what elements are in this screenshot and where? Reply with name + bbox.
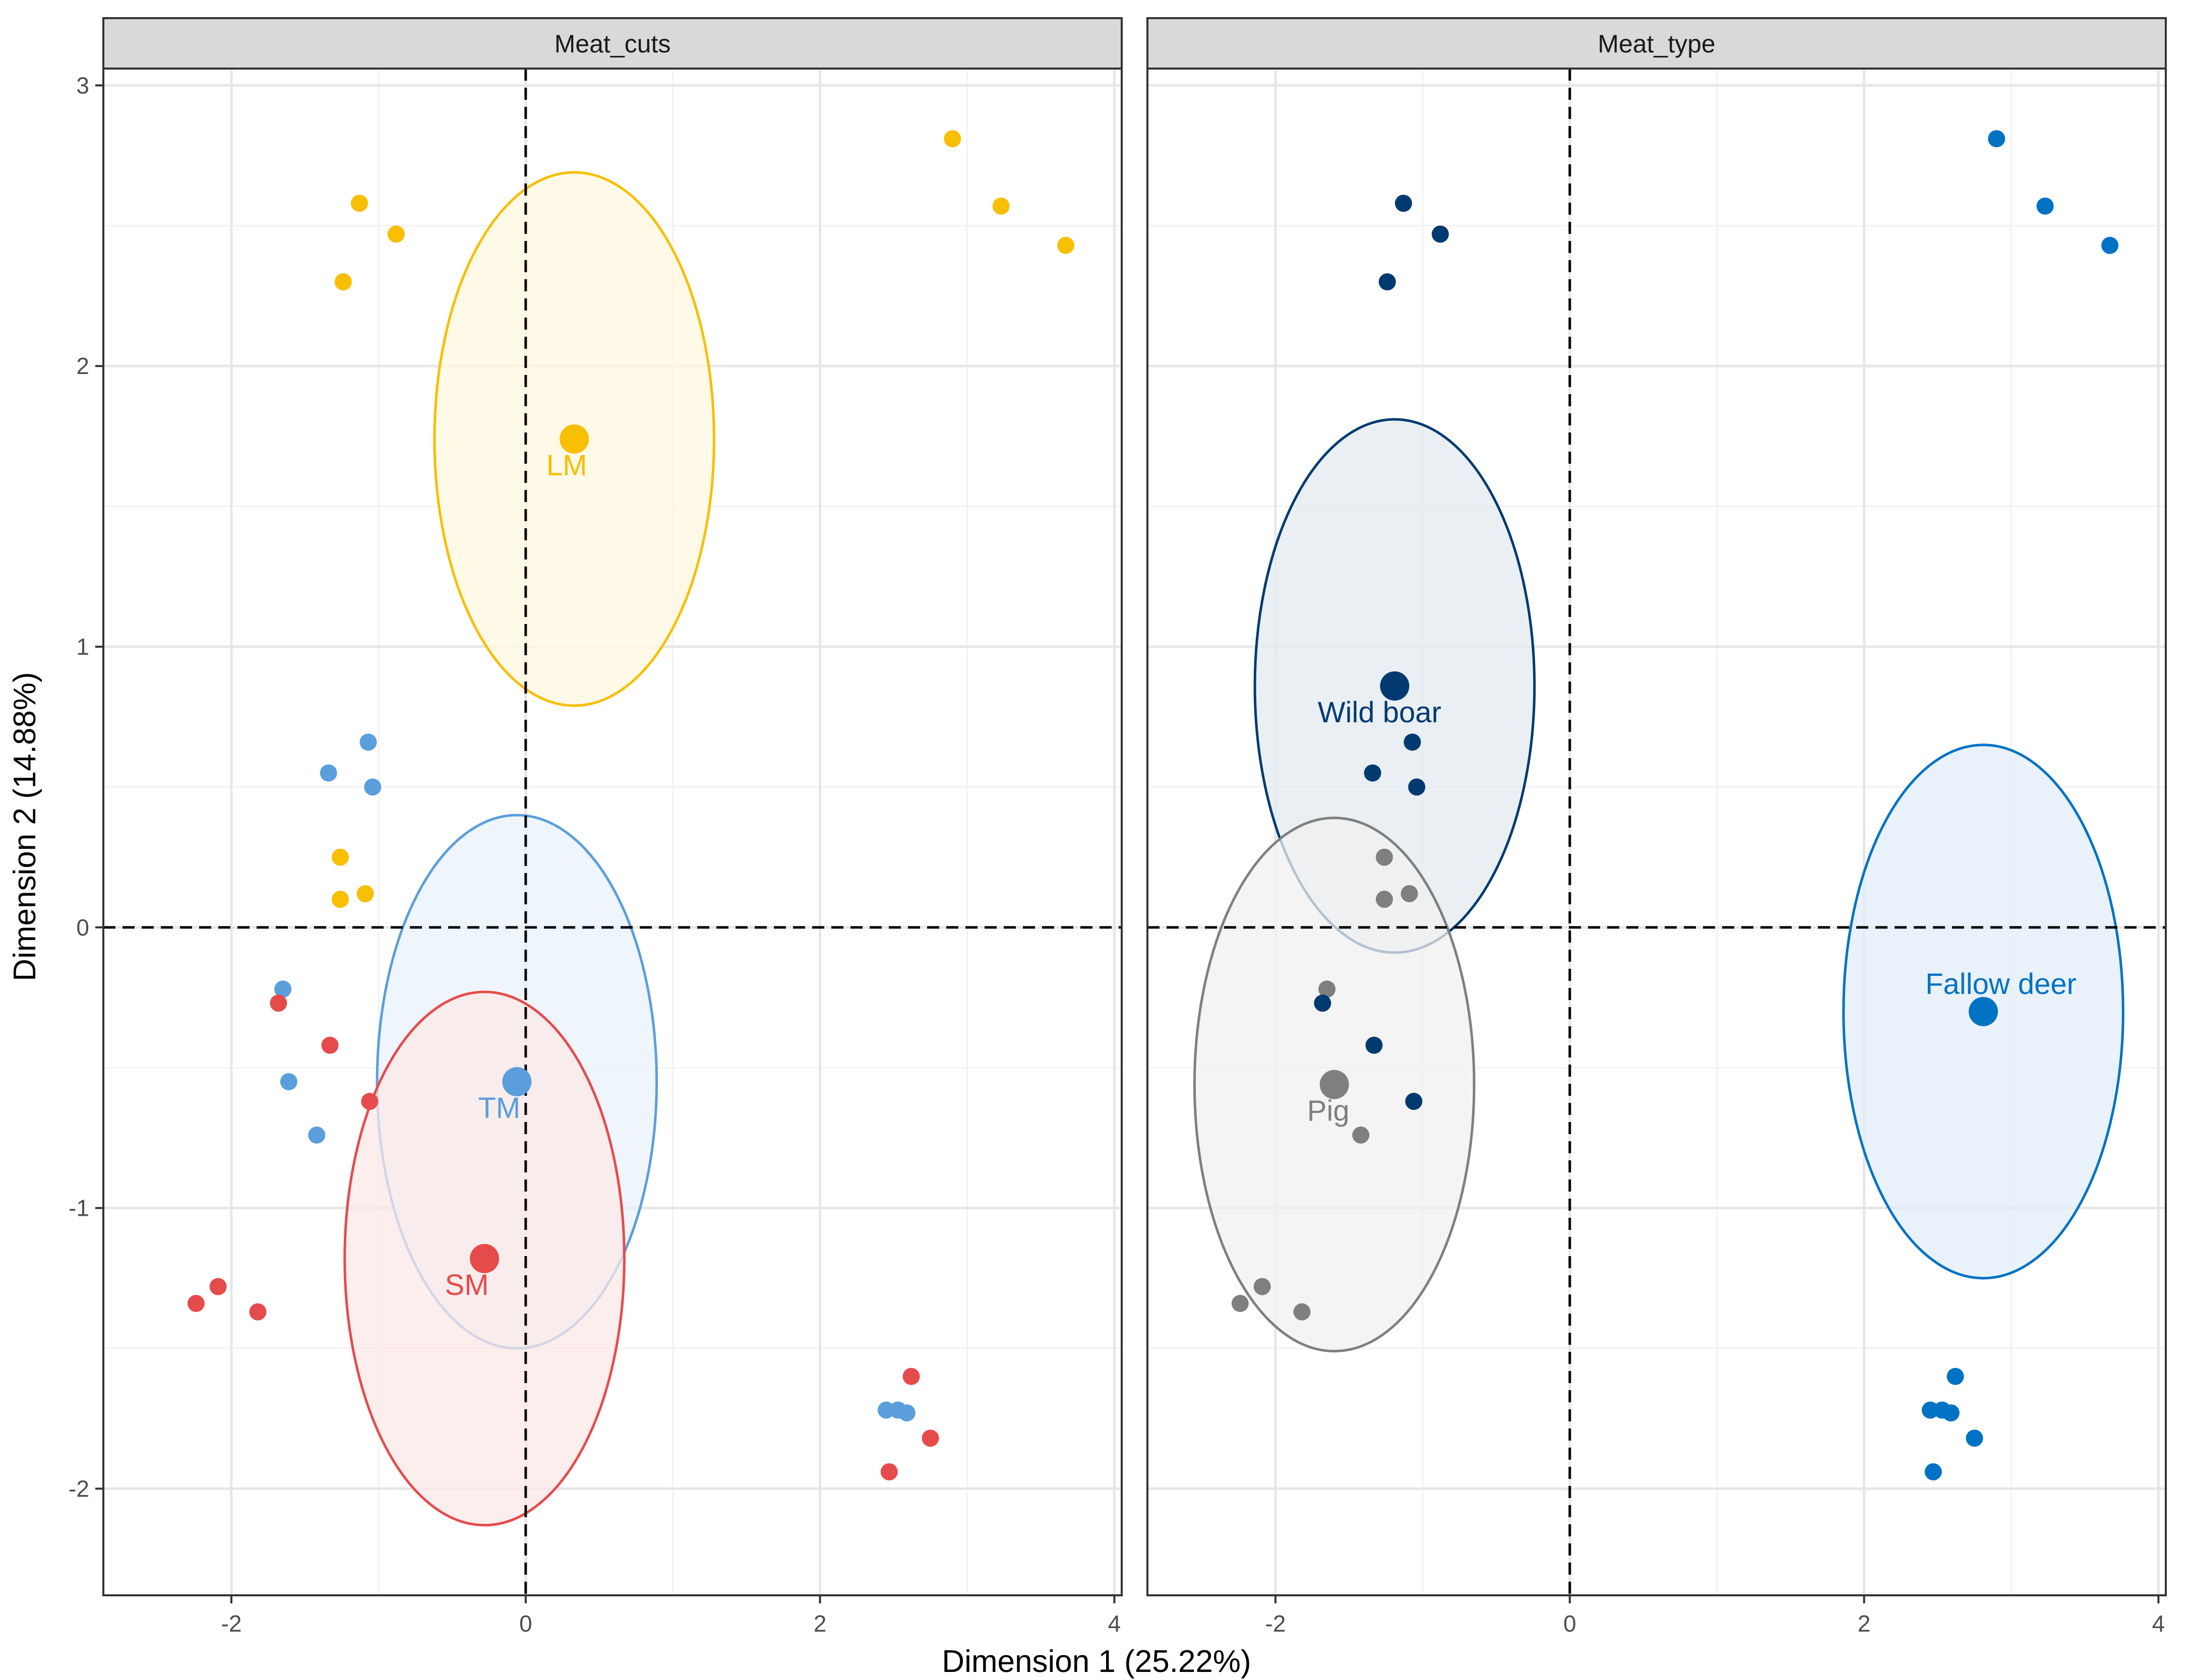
data-point (350, 195, 368, 212)
y-tick-label: 1 (76, 634, 89, 660)
y-tick-label: -2 (69, 1475, 89, 1502)
data-point (308, 1126, 326, 1144)
data-point (280, 1073, 297, 1091)
data-point (1405, 1093, 1423, 1110)
x-axis-title: Dimension 1 (25.22%) (942, 1644, 1251, 1679)
data-point (1231, 1294, 1249, 1312)
data-point (1946, 1367, 1964, 1385)
panel-Meat_cuts: LM TM SM Meat_cuts (102, 17, 1123, 1596)
data-point (880, 1463, 898, 1481)
x-tick-label: 0 (1563, 1610, 1576, 1637)
centroid-pig (1319, 1070, 1349, 1099)
group-label-fallow-deer: Fallow deer (1925, 968, 2077, 1001)
data-point (992, 197, 1010, 215)
data-point (1404, 733, 1421, 751)
y-tick-label: 2 (76, 353, 89, 379)
x-tick-label: -2 (1265, 1610, 1286, 1637)
y-tick-label: -1 (69, 1195, 89, 1221)
data-point (209, 1278, 227, 1295)
group-label-lm: LM (546, 449, 587, 482)
strip-label: Meat_cuts (555, 30, 671, 58)
data-point (364, 778, 382, 796)
data-point (2036, 197, 2054, 215)
data-point (1966, 1429, 1983, 1447)
x-axis: -2 0 2 4 -2 0 2 4 (221, 1595, 2165, 1637)
centroid-lm (560, 424, 589, 454)
data-point (1318, 980, 1336, 998)
data-point (877, 1401, 895, 1419)
data-point (944, 130, 961, 148)
data-point (1988, 130, 2005, 148)
data-point (902, 1367, 920, 1385)
data-point (1375, 891, 1393, 908)
data-point (1408, 778, 1426, 796)
y-axis-title: Dimension 2 (14.88%) (8, 672, 42, 981)
data-point (387, 225, 405, 243)
data-point (1293, 1303, 1311, 1321)
x-tick-label: 2 (814, 1610, 827, 1637)
data-point (1921, 1401, 1939, 1419)
data-point (331, 891, 349, 908)
strip-background (102, 17, 1123, 70)
data-point (1253, 1278, 1271, 1295)
y-tick-label: 3 (76, 72, 89, 98)
data-point (1375, 848, 1393, 866)
data-point (361, 1093, 379, 1110)
centroid-sm (470, 1243, 500, 1273)
data-point (2101, 236, 2119, 254)
group-label-wild-boar: Wild boar (1318, 696, 1441, 729)
data-point (331, 848, 349, 866)
data-point (1352, 1126, 1370, 1144)
data-point (1942, 1404, 1960, 1422)
panels-layer: LM TM SM Meat_cuts Wild boar Pig Fallow deer Me… (102, 17, 2167, 1596)
centroid-tm (502, 1067, 532, 1097)
data-point (1057, 236, 1075, 254)
group-label-sm: SM (445, 1269, 489, 1301)
data-point (1431, 225, 1449, 243)
data-point (249, 1303, 267, 1321)
y-axis: -2 -1 0 1 2 3 (69, 72, 103, 1502)
data-point (1924, 1463, 1942, 1481)
centroid-fallow-deer (1969, 997, 1998, 1026)
data-point (1401, 885, 1418, 902)
data-point (1378, 273, 1396, 291)
data-point (320, 764, 337, 782)
data-point (187, 1294, 205, 1312)
strip-label: Meat_type (1598, 30, 1715, 58)
data-point (356, 885, 374, 902)
data-point (1364, 764, 1381, 782)
data-point (922, 1429, 939, 1447)
data-point (898, 1404, 916, 1422)
x-tick-label: 4 (2152, 1610, 2165, 1637)
x-tick-label: -2 (221, 1610, 242, 1637)
data-point (321, 1036, 339, 1054)
data-point (359, 733, 377, 751)
x-tick-label: 2 (1858, 1610, 1871, 1637)
data-point (334, 273, 352, 291)
centroid-wild-boar (1380, 671, 1410, 701)
group-label-pig: Pig (1307, 1095, 1350, 1128)
group-label-tm: TM (478, 1092, 520, 1125)
panel-Meat_type: Wild boar Pig Fallow deer Meat_type (1146, 17, 2167, 1596)
data-point (1394, 195, 1412, 212)
x-tick-label: 0 (519, 1610, 532, 1637)
strip-background (1146, 17, 2167, 70)
data-point (1365, 1036, 1383, 1054)
data-point (274, 980, 292, 998)
y-tick-label: 0 (76, 914, 89, 941)
x-tick-label: 4 (1108, 1610, 1121, 1637)
data-point (270, 994, 287, 1012)
data-point (1314, 994, 1331, 1012)
